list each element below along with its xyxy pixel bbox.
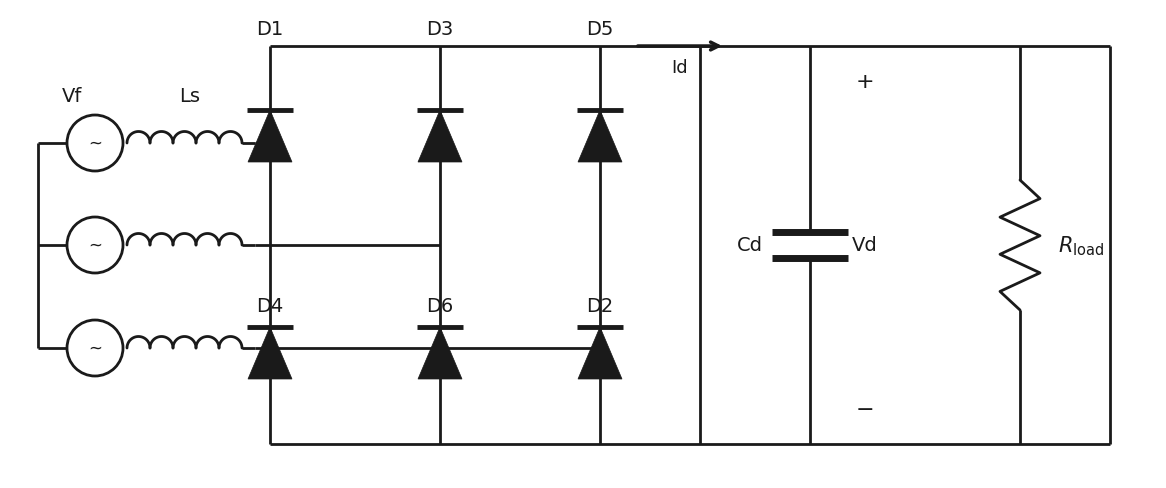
Text: Vf: Vf [62, 87, 82, 106]
Text: +: + [856, 72, 874, 92]
Text: Cd: Cd [737, 236, 763, 255]
Text: D2: D2 [586, 296, 613, 315]
Text: Ls: Ls [180, 87, 201, 106]
Polygon shape [578, 327, 621, 379]
Text: ~: ~ [87, 135, 101, 153]
Polygon shape [248, 111, 292, 163]
Text: D1: D1 [257, 20, 283, 39]
Text: D4: D4 [257, 296, 283, 315]
Polygon shape [417, 111, 462, 163]
Text: D6: D6 [427, 296, 454, 315]
Polygon shape [248, 327, 292, 379]
Text: −: − [856, 399, 874, 419]
Text: ~: ~ [87, 237, 101, 254]
Text: D5: D5 [586, 20, 613, 39]
Text: Id: Id [672, 59, 688, 77]
Polygon shape [417, 327, 462, 379]
Text: D3: D3 [427, 20, 454, 39]
Polygon shape [578, 111, 621, 163]
Text: $R_{\mathregular{load}}$: $R_{\mathregular{load}}$ [1058, 234, 1104, 257]
Text: Vd: Vd [852, 236, 878, 255]
Text: ~: ~ [87, 339, 101, 357]
